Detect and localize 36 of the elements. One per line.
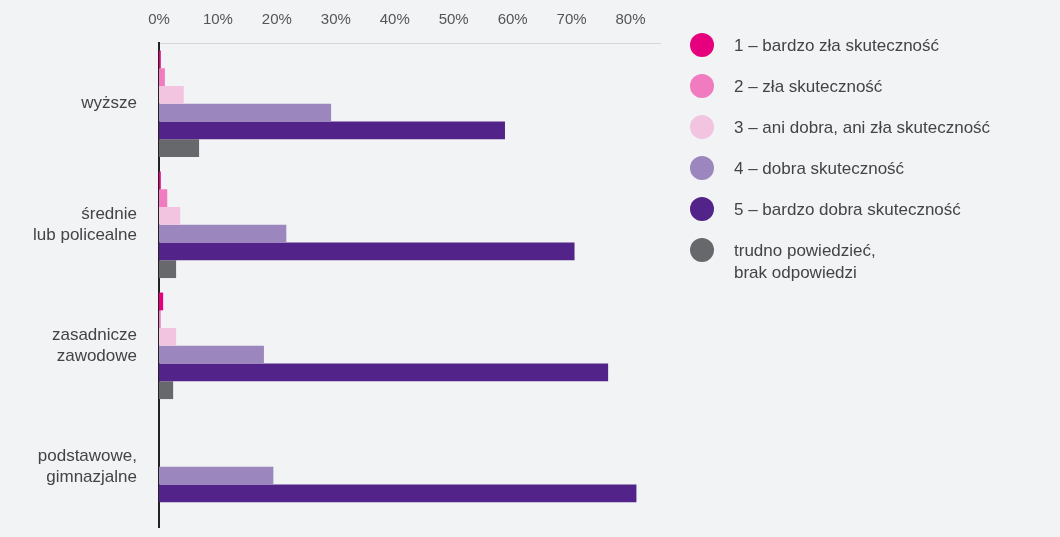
bar bbox=[159, 260, 177, 279]
bar bbox=[159, 484, 637, 503]
y-tick-label: zasadnicze zawodowe bbox=[51, 324, 137, 366]
bar bbox=[159, 345, 264, 364]
bar bbox=[159, 121, 505, 140]
y-tick-label: średnie lub policealne bbox=[33, 203, 137, 245]
bar bbox=[159, 328, 177, 346]
bar bbox=[159, 86, 184, 104]
x-tick-label: 50% bbox=[438, 10, 469, 28]
y-tick-label: wyższe bbox=[80, 93, 137, 113]
y-tick-label: podstawowe, gimnazjalne bbox=[37, 445, 137, 487]
x-tick-label: 70% bbox=[556, 10, 587, 28]
x-tick-label: 20% bbox=[261, 10, 292, 28]
x-tick-label: 40% bbox=[379, 10, 410, 28]
x-tick-label: 60% bbox=[497, 10, 528, 28]
bar bbox=[159, 68, 165, 87]
x-tick-label: 0% bbox=[148, 10, 170, 28]
bar bbox=[159, 224, 287, 243]
x-tick-label: 80% bbox=[615, 10, 646, 28]
bar bbox=[159, 363, 609, 382]
legend-label: 4 – dobra skuteczność bbox=[734, 158, 905, 180]
bar bbox=[159, 292, 164, 311]
bar bbox=[159, 242, 575, 261]
legend-label: 5 – bardzo dobra skuteczność bbox=[734, 199, 961, 221]
bar bbox=[159, 207, 181, 225]
bar bbox=[159, 139, 200, 158]
x-tick-label: 10% bbox=[202, 10, 233, 28]
legend-label: 2 – zła skuteczność bbox=[734, 76, 883, 98]
bar bbox=[159, 103, 332, 122]
legend-label: trudno powiedzieć, brak odpowiedzi bbox=[734, 240, 876, 284]
legend-label: 3 – ani dobra, ani zła skuteczność bbox=[734, 117, 991, 139]
bar bbox=[159, 466, 274, 485]
legend-label: 1 – bardzo zła skuteczność bbox=[734, 35, 940, 57]
bar bbox=[159, 381, 174, 400]
x-tick-label: 30% bbox=[320, 10, 351, 28]
bar bbox=[159, 189, 168, 208]
